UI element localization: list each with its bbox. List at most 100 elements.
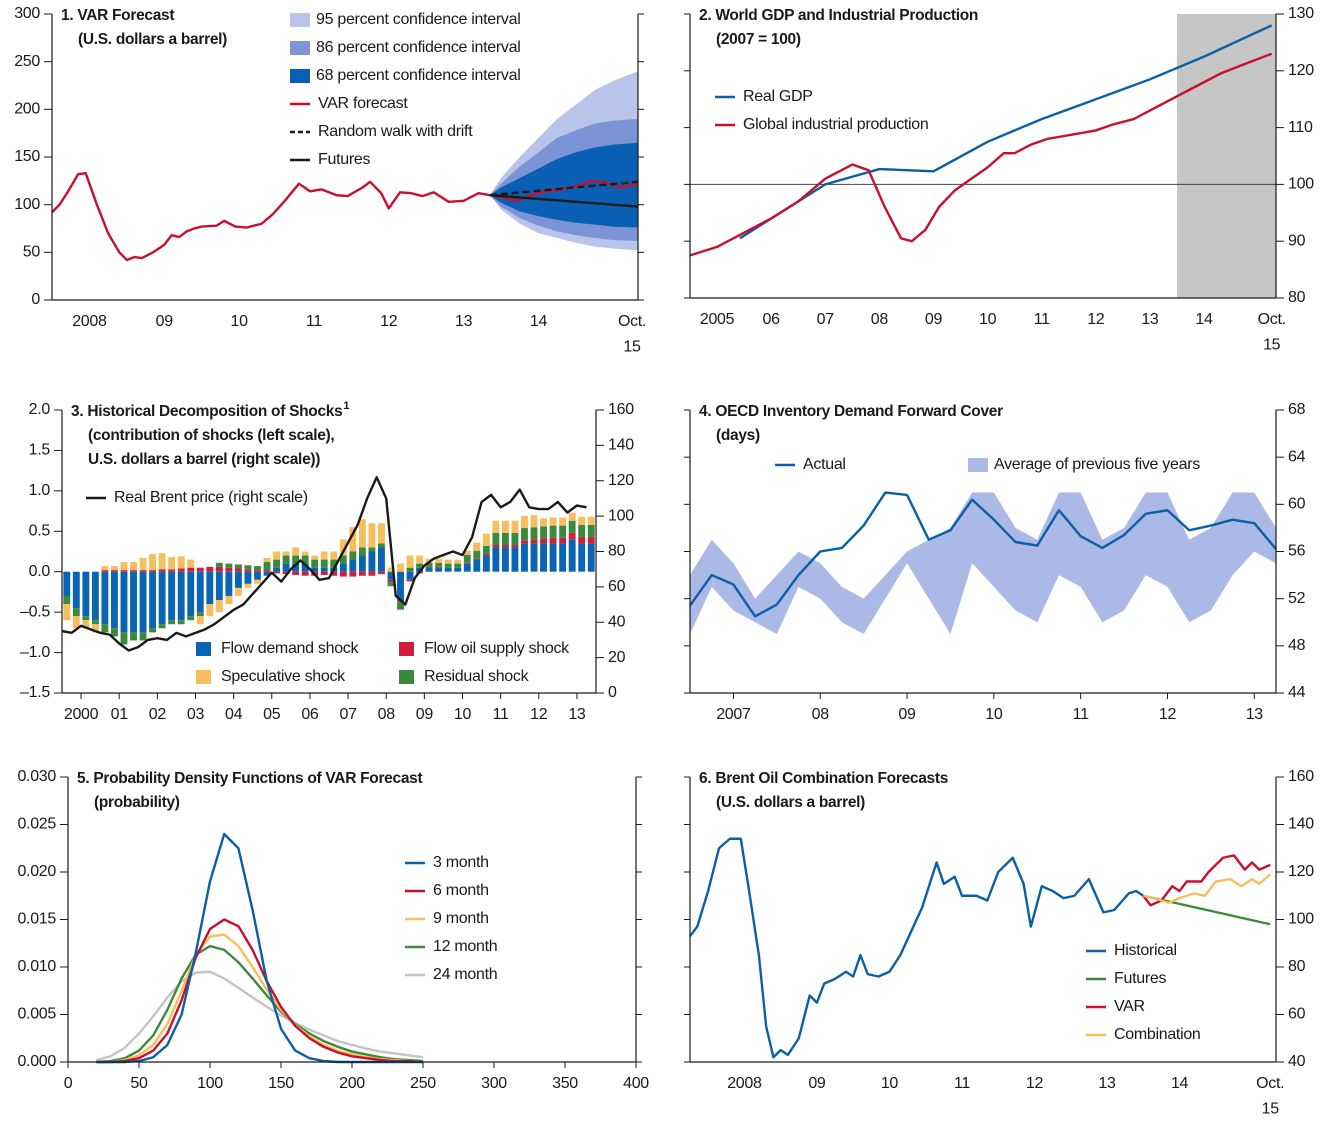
x-tick-label: 14 (1195, 311, 1213, 328)
bar-segment (568, 520, 576, 533)
legend-swatch (399, 670, 414, 684)
x-tick-label: 13 (1141, 311, 1159, 328)
bar-segment (177, 571, 185, 621)
bar-segment (63, 571, 71, 596)
bar-segment (311, 555, 319, 560)
series-line (61, 476, 587, 652)
panel-subtitle: (U.S. dollars a barrel) (716, 794, 865, 811)
bar-segment (139, 632, 147, 641)
y-tick-label: 160 (608, 401, 634, 418)
series-line (689, 52, 1273, 257)
legend-label: Average of previous five years (994, 456, 1200, 473)
y-tick-label: 40 (1288, 1053, 1306, 1070)
bar-segment (225, 563, 233, 568)
bar-segment (330, 551, 338, 560)
bar-segment (501, 545, 509, 548)
series-line (1142, 854, 1271, 907)
panel-subtitle: (U.S. dollars a barrel) (78, 31, 227, 48)
y-tick-label: 0.025 (17, 816, 56, 833)
bar-segment (263, 562, 271, 571)
bar-segment (511, 532, 519, 546)
bar-segment (416, 563, 424, 568)
bar-segment (139, 557, 147, 571)
bar-segment (397, 601, 404, 610)
bar-segment (311, 567, 319, 572)
y-tick-label: 20 (608, 649, 626, 666)
bar-segment (101, 570, 109, 572)
bar-segment (111, 571, 118, 629)
bar-segment (187, 571, 195, 617)
legend-label: Flow oil supply shock (424, 640, 570, 657)
legend-label: Residual shock (424, 668, 530, 685)
legend-label: 3 month (433, 854, 489, 871)
y-tick-label: 0.5 (29, 523, 51, 540)
bar-segment (463, 562, 471, 564)
bar-segment (263, 571, 271, 576)
x-tick-label: 09 (156, 313, 174, 330)
bar-segment (244, 583, 252, 588)
bar-segment (282, 571, 290, 575)
bar-segment (492, 547, 500, 572)
y-tick-label: 0.005 (17, 1006, 56, 1023)
bar-segment (454, 567, 462, 572)
bar-segment (378, 523, 385, 544)
bar-segment (521, 515, 528, 529)
bar-segment (273, 571, 280, 574)
y-tick-label: 80 (1288, 958, 1306, 975)
bar-segment (82, 620, 90, 629)
legend-label: 86 percent confidence interval (316, 39, 520, 56)
bar-segment (492, 532, 500, 546)
bar-segment (435, 562, 443, 567)
bar-segment (244, 569, 252, 572)
bar-segment (301, 551, 309, 556)
bar-segment (91, 620, 99, 625)
bar-segment (215, 600, 223, 613)
bar-segment (492, 520, 500, 533)
bar-segment (72, 571, 80, 609)
x-tick-label: 14 (530, 313, 548, 330)
x-tick-label: 400 (623, 1075, 649, 1092)
bar-segment (234, 587, 242, 596)
y-tick-label: 120 (1288, 863, 1314, 880)
y-tick-label: 250 (14, 53, 40, 70)
panel-title: 4. OECD Inventory Demand Forward Cover (699, 403, 1003, 420)
x-tick-label: 11 (1034, 311, 1050, 328)
bar-segment (416, 555, 424, 564)
y-tick-label: 100 (1288, 176, 1314, 193)
bar-segment (292, 547, 300, 556)
x-tick-label: 13 (1246, 706, 1264, 723)
bar-segment (215, 566, 223, 572)
bar-segment (358, 519, 366, 548)
panel: 40 60 80 100 120 140 160 2008 09 10 11 12 13 14 Oct. 15… (684, 768, 1314, 1118)
x-tick-label: 300 (481, 1075, 507, 1092)
x-tick-label: Oct. 15 (1258, 311, 1286, 354)
bar-segment (196, 616, 204, 625)
y-tick-label: 56 (1288, 543, 1306, 560)
legend-label: Futures (1114, 970, 1166, 987)
bar-segment (139, 570, 147, 572)
y-tick-label: 60 (608, 578, 626, 595)
y-tick-label: 1.5 (29, 442, 51, 459)
bar-segment (549, 543, 557, 572)
bar-segment (263, 570, 271, 572)
legend-label: 68 percent confidence interval (316, 67, 520, 84)
bar-segment (435, 567, 443, 572)
bar-segment (482, 545, 490, 554)
y-tick-label: 140 (1288, 816, 1314, 833)
series-line (689, 491, 1277, 618)
bar-segment (120, 570, 128, 572)
bar-segment (425, 566, 433, 568)
series-line (96, 918, 424, 1064)
bar-segment (501, 532, 509, 546)
x-tick-label: 2008 (727, 1075, 762, 1092)
x-tick-label: 09 (808, 1075, 826, 1092)
bar-segment (273, 567, 280, 572)
bar-segment (187, 559, 195, 568)
bar-segment (482, 555, 490, 572)
bar-segment (473, 542, 481, 551)
bar-segment (501, 547, 509, 572)
bar-segment (339, 571, 347, 577)
y-tick-label: 48 (1288, 637, 1306, 654)
